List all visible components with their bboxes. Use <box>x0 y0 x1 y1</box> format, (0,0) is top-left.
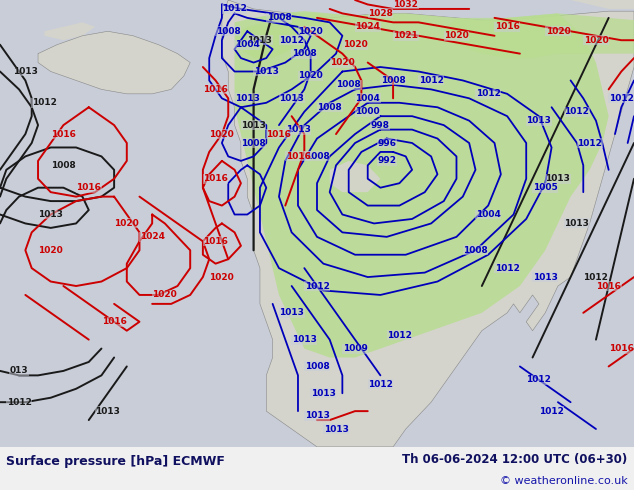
Polygon shape <box>571 0 634 9</box>
Text: 1016: 1016 <box>203 174 228 183</box>
Text: 1024: 1024 <box>139 232 165 242</box>
Text: 1020: 1020 <box>342 40 368 49</box>
Text: 1013: 1013 <box>323 424 349 434</box>
Text: 1005: 1005 <box>533 183 558 192</box>
Text: 1013: 1013 <box>247 36 273 45</box>
Text: 1013: 1013 <box>292 335 317 344</box>
Text: 1012: 1012 <box>304 281 330 291</box>
Text: Th 06-06-2024 12:00 UTC (06+30): Th 06-06-2024 12:00 UTC (06+30) <box>403 453 628 466</box>
Text: 1012: 1012 <box>577 139 602 147</box>
Text: 1020: 1020 <box>152 291 178 299</box>
Text: 1008: 1008 <box>241 139 266 147</box>
Text: 1020: 1020 <box>209 272 235 282</box>
Polygon shape <box>266 13 330 31</box>
Polygon shape <box>444 13 634 58</box>
Text: 1032: 1032 <box>393 0 418 9</box>
Text: 1013: 1013 <box>285 125 311 134</box>
Text: 992: 992 <box>377 156 396 166</box>
Text: 1012: 1012 <box>279 36 304 45</box>
Text: 1021: 1021 <box>393 31 418 40</box>
Text: 1012: 1012 <box>526 375 552 384</box>
Polygon shape <box>222 0 634 447</box>
Text: 1013: 1013 <box>526 116 552 125</box>
Text: 1012: 1012 <box>6 398 32 407</box>
Text: 1013: 1013 <box>235 94 260 103</box>
Text: 1020: 1020 <box>209 129 235 139</box>
Text: 1024: 1024 <box>355 23 380 31</box>
Text: 1020: 1020 <box>298 72 323 80</box>
Text: 1016: 1016 <box>76 183 101 192</box>
Text: 1012: 1012 <box>222 4 247 13</box>
Text: 1020: 1020 <box>545 27 571 36</box>
Text: 1012: 1012 <box>539 407 564 416</box>
Text: 1012: 1012 <box>32 98 57 107</box>
Text: 1008: 1008 <box>304 152 330 161</box>
Text: 1009: 1009 <box>342 344 368 353</box>
Polygon shape <box>38 31 190 94</box>
Text: 996: 996 <box>377 139 396 147</box>
Text: 1013: 1013 <box>279 94 304 103</box>
Text: 1016: 1016 <box>203 237 228 246</box>
Polygon shape <box>44 23 95 40</box>
Text: © weatheronline.co.uk: © weatheronline.co.uk <box>500 476 628 487</box>
Text: 1008: 1008 <box>380 76 406 85</box>
Text: 1016: 1016 <box>101 317 127 326</box>
Text: 1012: 1012 <box>368 380 393 389</box>
Text: Surface pressure [hPa] ECMWF: Surface pressure [hPa] ECMWF <box>6 456 225 468</box>
Text: 1016: 1016 <box>495 23 520 31</box>
Text: 1012: 1012 <box>387 331 412 340</box>
Text: 1016: 1016 <box>51 129 76 139</box>
Text: 1013: 1013 <box>533 272 558 282</box>
Text: 1016: 1016 <box>203 85 228 94</box>
Text: 1008: 1008 <box>463 246 488 255</box>
Text: 1016: 1016 <box>596 281 621 291</box>
Text: 1013: 1013 <box>564 219 590 228</box>
Text: 1008: 1008 <box>317 103 342 112</box>
Text: 1016: 1016 <box>266 129 292 139</box>
Text: 1004: 1004 <box>235 40 260 49</box>
Polygon shape <box>330 161 380 192</box>
Text: 1000: 1000 <box>356 107 380 116</box>
Text: 1008: 1008 <box>304 362 330 371</box>
Text: 1013: 1013 <box>13 67 38 76</box>
Text: 1013: 1013 <box>545 174 571 183</box>
Text: 1020: 1020 <box>298 27 323 36</box>
Text: 1008: 1008 <box>51 161 76 170</box>
Polygon shape <box>235 23 298 58</box>
Text: 1016: 1016 <box>609 344 634 353</box>
Text: 1008: 1008 <box>292 49 317 58</box>
Text: 1013: 1013 <box>241 121 266 130</box>
Text: 1020: 1020 <box>114 219 139 228</box>
Text: 1012: 1012 <box>418 76 444 85</box>
Text: 1013: 1013 <box>311 389 336 398</box>
Text: 1008: 1008 <box>216 27 241 36</box>
Text: 998: 998 <box>371 121 390 130</box>
Text: 1020: 1020 <box>583 36 609 45</box>
Text: 1012: 1012 <box>495 264 520 272</box>
Text: 1013: 1013 <box>38 210 63 219</box>
Text: 1028: 1028 <box>368 9 393 18</box>
Text: 1013: 1013 <box>254 67 279 76</box>
Text: 013: 013 <box>10 367 29 375</box>
Text: 1008: 1008 <box>266 13 292 23</box>
Text: 1020: 1020 <box>330 58 355 67</box>
Text: 1013: 1013 <box>279 308 304 318</box>
Text: 1020: 1020 <box>38 246 63 255</box>
Text: 1012: 1012 <box>564 107 590 116</box>
Text: 1013: 1013 <box>95 407 120 416</box>
Text: 1004: 1004 <box>355 94 380 103</box>
Text: 1013: 1013 <box>304 411 330 420</box>
Text: 1012: 1012 <box>583 272 609 282</box>
Text: 1012: 1012 <box>476 89 501 98</box>
Text: 1020: 1020 <box>444 31 469 40</box>
Polygon shape <box>235 11 609 358</box>
Text: 1004: 1004 <box>476 210 501 219</box>
Text: 1016: 1016 <box>285 152 311 161</box>
Text: 1008: 1008 <box>336 80 361 89</box>
Text: 1012: 1012 <box>609 94 634 103</box>
